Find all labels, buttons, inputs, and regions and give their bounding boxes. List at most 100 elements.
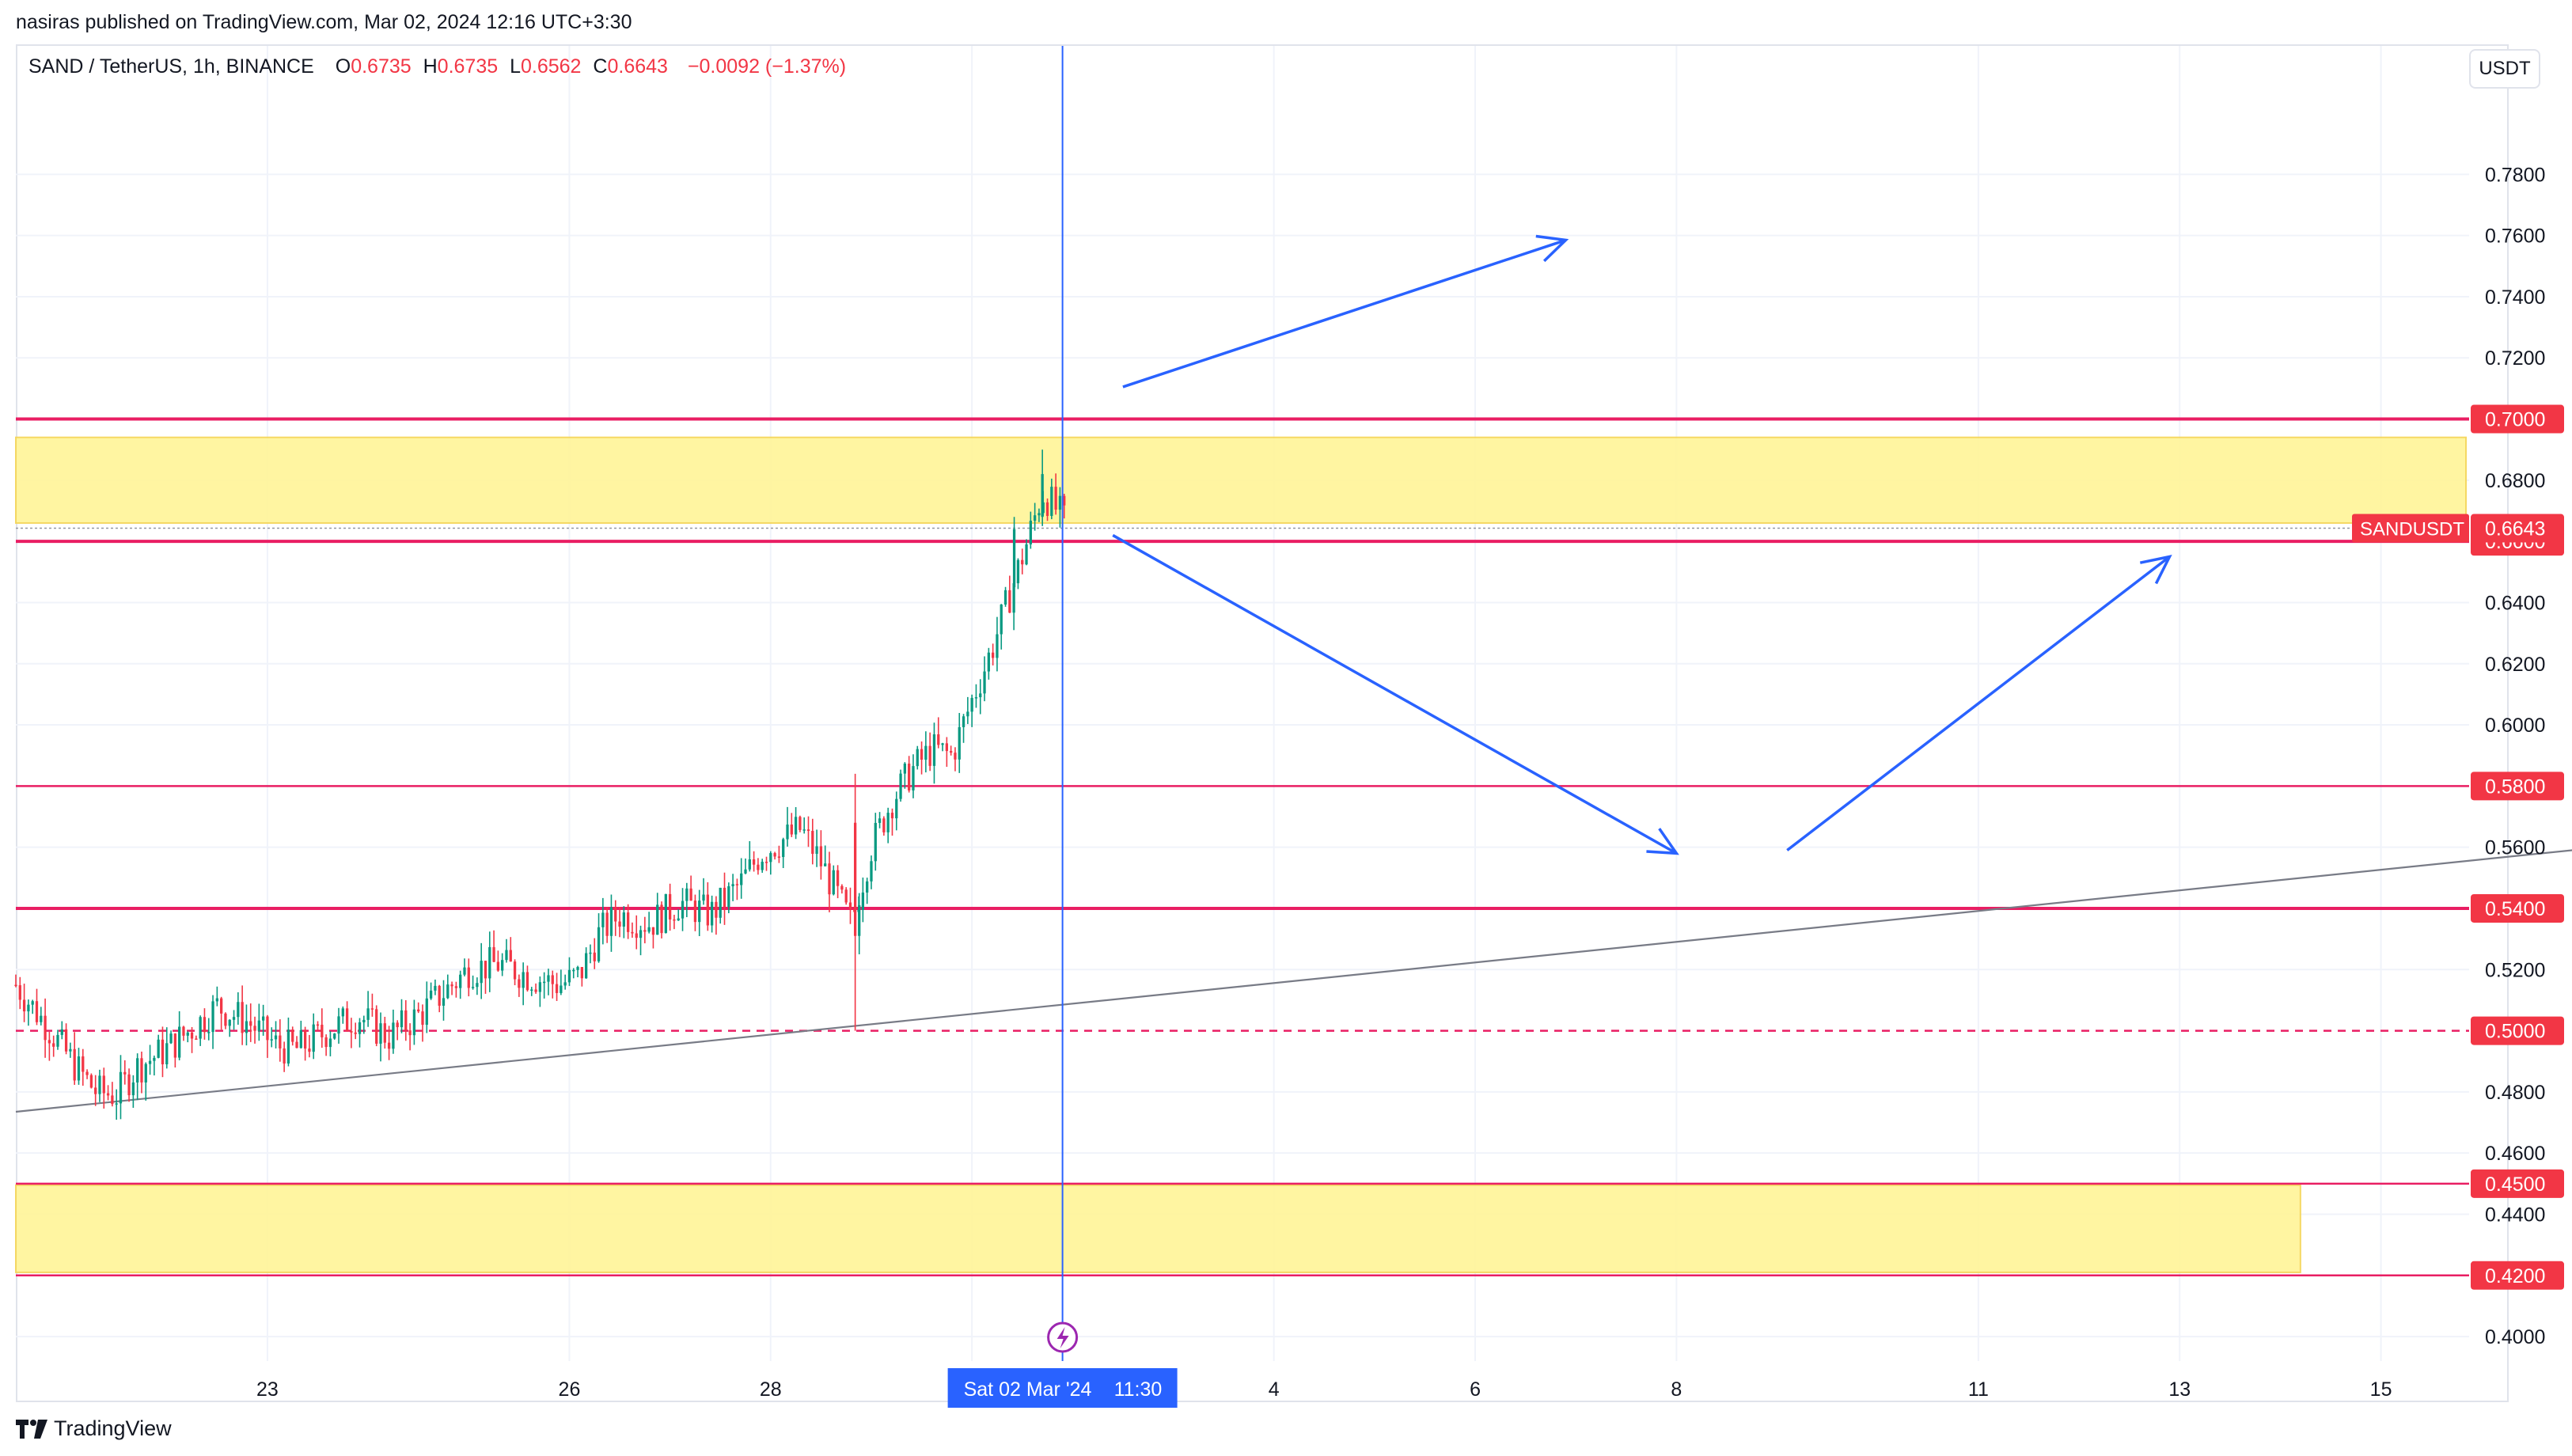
footer-brand[interactable]: TradingView bbox=[16, 1416, 172, 1441]
candle bbox=[945, 737, 949, 768]
candle bbox=[89, 1073, 93, 1089]
candle-body bbox=[224, 1013, 227, 1026]
candle-body bbox=[848, 902, 852, 910]
candle bbox=[111, 1082, 114, 1107]
candle-body bbox=[153, 1057, 156, 1061]
candle bbox=[525, 965, 529, 992]
candle-body bbox=[220, 998, 223, 1014]
candle-body bbox=[886, 813, 890, 832]
candle-body bbox=[358, 1022, 362, 1034]
candle-body bbox=[362, 1019, 366, 1022]
candle-body bbox=[828, 863, 831, 895]
candle-body bbox=[165, 1043, 169, 1065]
candle-body bbox=[1063, 495, 1066, 506]
candle-body bbox=[195, 1038, 198, 1040]
level-price-text: 0.5000 bbox=[2485, 1021, 2545, 1043]
candle bbox=[450, 981, 453, 995]
candle-body bbox=[350, 1031, 353, 1033]
candle-body bbox=[987, 652, 990, 672]
candle bbox=[811, 818, 814, 865]
candle bbox=[773, 851, 776, 860]
candle bbox=[203, 1008, 207, 1040]
currency-button[interactable]: USDT bbox=[2469, 49, 2540, 89]
candle-body bbox=[1003, 590, 1007, 605]
candle bbox=[764, 856, 768, 871]
candle-body bbox=[408, 1030, 412, 1036]
candle-body bbox=[631, 931, 634, 934]
candle bbox=[962, 714, 965, 743]
candle-body bbox=[98, 1075, 101, 1094]
candle-body bbox=[77, 1056, 81, 1081]
lightning-event-icon[interactable] bbox=[1047, 1321, 1079, 1353]
y-tick-label: 0.6200 bbox=[2485, 654, 2545, 676]
x-tick-label: 23 bbox=[256, 1378, 279, 1401]
candle bbox=[908, 756, 911, 793]
candle bbox=[40, 1007, 43, 1026]
candle-body bbox=[1025, 544, 1028, 565]
candle-body bbox=[434, 985, 437, 991]
candle bbox=[161, 1026, 165, 1078]
candle bbox=[324, 1034, 328, 1056]
candle bbox=[706, 882, 709, 931]
candle-body bbox=[161, 1039, 165, 1065]
candle bbox=[354, 1022, 357, 1040]
candle-body bbox=[261, 1016, 265, 1021]
candle-body bbox=[14, 984, 17, 987]
candle-body bbox=[131, 1082, 135, 1096]
x-tick-label: 6 bbox=[1470, 1378, 1481, 1401]
candle bbox=[253, 1016, 256, 1044]
candle bbox=[98, 1069, 101, 1102]
candle-body bbox=[890, 813, 894, 819]
event-bolt bbox=[1056, 1327, 1069, 1348]
candle-body bbox=[392, 1022, 395, 1049]
candle bbox=[727, 882, 730, 914]
candle bbox=[992, 643, 995, 665]
candle-body bbox=[1050, 487, 1053, 517]
candle bbox=[689, 875, 692, 901]
candle bbox=[358, 1018, 362, 1048]
candle-body bbox=[882, 818, 886, 832]
legend-low: 0.6562 bbox=[521, 55, 582, 78]
candle-body bbox=[480, 961, 483, 984]
candle bbox=[446, 974, 450, 999]
candle-body bbox=[815, 846, 818, 855]
candle-body bbox=[387, 1042, 391, 1049]
level-price-bg bbox=[2471, 1169, 2564, 1198]
candle bbox=[664, 893, 667, 934]
arrow-head bbox=[1535, 234, 1569, 263]
candle-body bbox=[22, 999, 26, 1012]
candle bbox=[387, 1026, 391, 1060]
candle-body bbox=[899, 773, 902, 799]
symbol-legend: SAND / TetherUS, 1h, BINANCE O0.6735 H0.… bbox=[28, 55, 846, 78]
candle bbox=[383, 1016, 386, 1049]
candle bbox=[551, 970, 554, 999]
candle-body bbox=[488, 946, 491, 979]
candle-body bbox=[832, 870, 835, 895]
candle-body bbox=[144, 1064, 147, 1083]
candle-body bbox=[555, 984, 559, 993]
candle bbox=[794, 807, 798, 840]
candle bbox=[249, 1003, 252, 1042]
candle-body bbox=[421, 1011, 424, 1026]
candle bbox=[257, 1003, 260, 1041]
candle-body bbox=[1038, 513, 1041, 516]
candle bbox=[656, 893, 659, 935]
candle-body bbox=[974, 697, 978, 699]
candle bbox=[366, 991, 370, 1027]
candle bbox=[685, 882, 689, 918]
candle-body bbox=[27, 1004, 30, 1012]
candle-body bbox=[496, 961, 500, 971]
x-tick-label: 26 bbox=[559, 1378, 581, 1401]
candle bbox=[173, 1033, 177, 1068]
candle bbox=[882, 816, 886, 836]
candle bbox=[954, 747, 957, 772]
projection-arrow bbox=[1786, 555, 2172, 851]
candle bbox=[572, 968, 575, 979]
candle-body bbox=[454, 986, 458, 988]
candle-body bbox=[459, 974, 462, 988]
candle-body bbox=[597, 927, 601, 961]
candle-body bbox=[136, 1058, 139, 1083]
candle-body bbox=[782, 839, 785, 858]
candle bbox=[199, 1015, 202, 1046]
